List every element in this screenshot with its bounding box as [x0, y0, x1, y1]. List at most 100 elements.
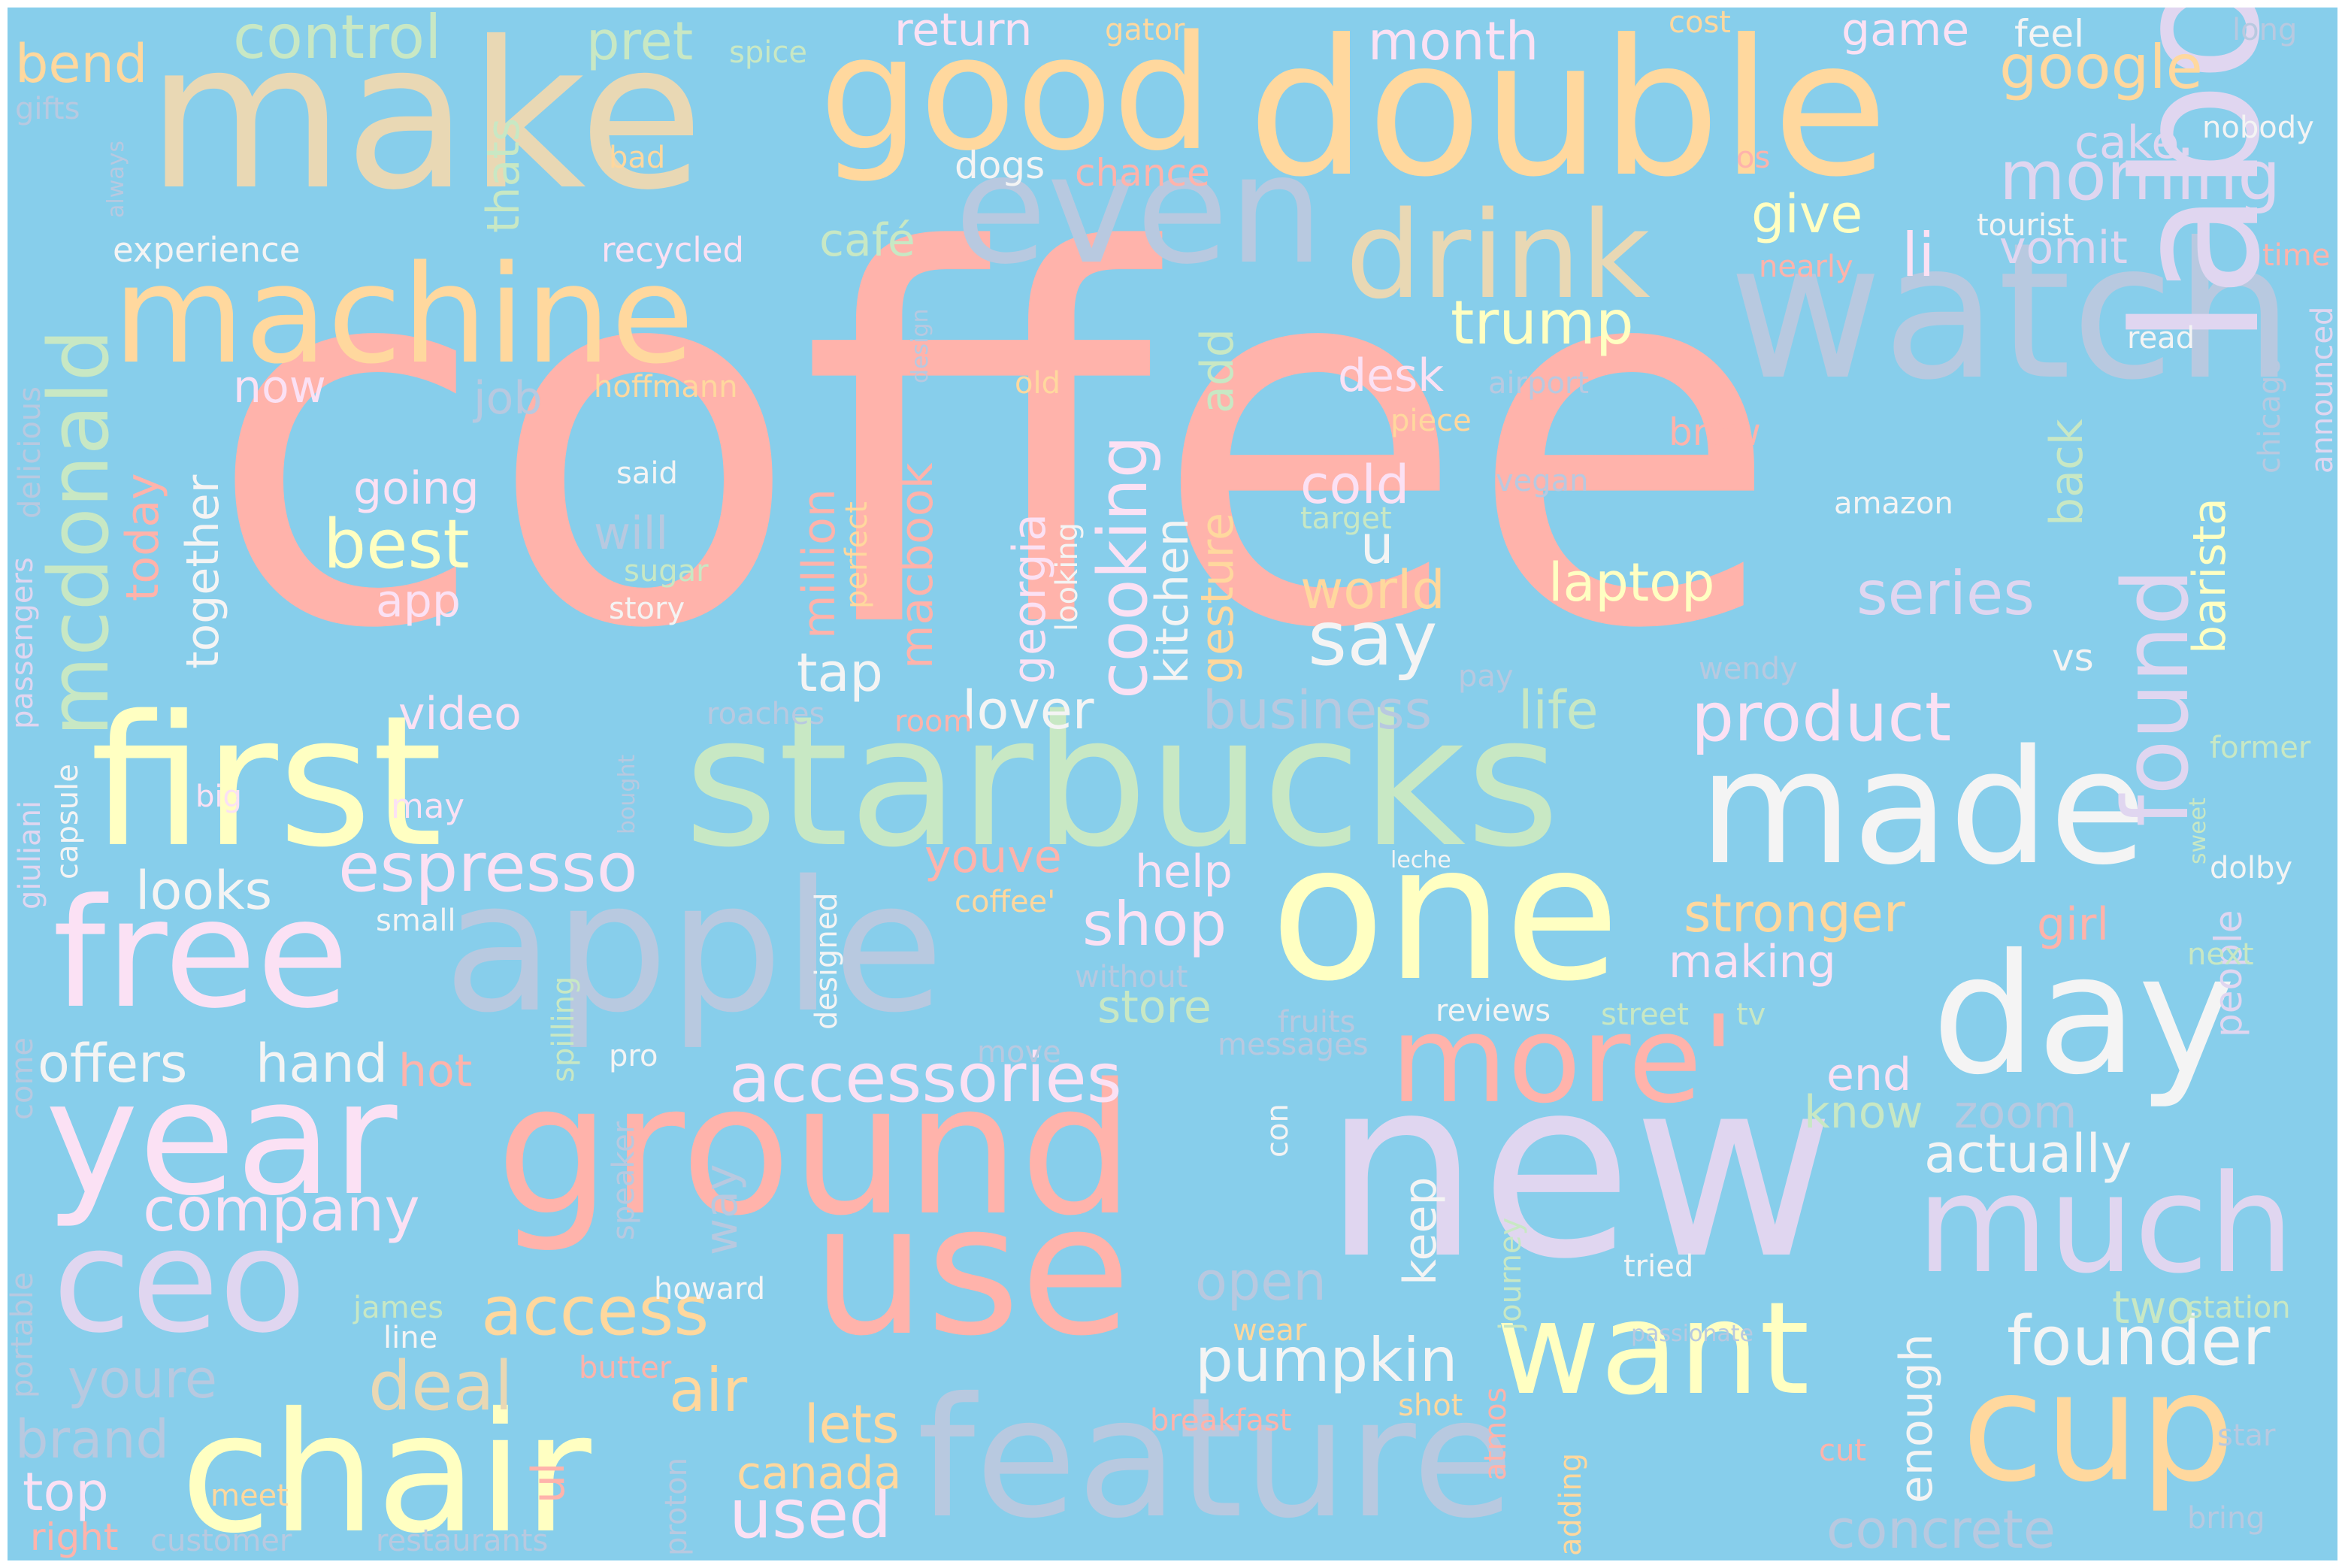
word-chance: chance: [1075, 151, 1210, 195]
word-cafe: café: [819, 214, 915, 267]
word-first: first: [90, 677, 443, 887]
word-feature: feature: [917, 1362, 1514, 1554]
word-tried: tried: [1623, 1249, 1694, 1284]
word-drink: drink: [1345, 185, 1651, 325]
word-store: store: [1097, 981, 1212, 1034]
word-made: made: [1699, 716, 2147, 900]
word-coffee-apos: coffee': [955, 885, 1056, 919]
word-design: design: [907, 308, 933, 383]
word-offers: offers: [38, 1033, 188, 1094]
word-lets: lets: [804, 1394, 900, 1455]
word-roaches: roaches: [707, 697, 825, 731]
word-girl: girl: [2037, 898, 2110, 951]
word-much: much: [1917, 1146, 2295, 1303]
word-starbucks: starbucks: [684, 677, 1560, 887]
word-series: series: [1856, 558, 2035, 628]
word-actually: actually: [1924, 1123, 2132, 1185]
word-bought: bought: [614, 754, 640, 834]
word-proton: proton: [659, 1458, 694, 1556]
word-james: james: [353, 1291, 444, 1325]
word-meet: meet: [210, 1479, 289, 1513]
word-coffee: coffee: [207, 146, 1782, 740]
word-job: job: [474, 372, 543, 425]
word-founder: founder: [2007, 1302, 2271, 1381]
word-say: say: [1308, 595, 1438, 683]
word-top: top: [23, 1461, 109, 1523]
word-barista: barista: [2183, 498, 2236, 654]
word-million: million: [793, 489, 846, 639]
word-back: back: [2041, 419, 2093, 526]
word-will: will: [594, 507, 669, 560]
word-sweet: sweet: [2185, 798, 2211, 864]
word-way: way: [695, 1164, 748, 1255]
word-cloud: coffee make double good watch even machi…: [8, 8, 2337, 1560]
word-business: business: [1203, 680, 1433, 741]
word-make: make: [147, 8, 704, 235]
word-youre: youre: [68, 1349, 217, 1410]
word-capsule: capsule: [50, 764, 85, 879]
word-life: life: [1518, 680, 1599, 741]
word-ground: ground: [496, 1045, 1135, 1255]
word-ul: ul: [522, 1462, 575, 1503]
word-machine: machine: [113, 237, 694, 394]
word-google: google: [1999, 32, 2203, 102]
word-world: world: [1300, 559, 1445, 621]
word-accessories: accessories: [729, 1039, 1122, 1118]
word-nobody: nobody: [2202, 110, 2314, 145]
word-open: open: [1195, 1251, 1327, 1312]
word-cake: cake: [2074, 117, 2180, 169]
word-customer: customer: [150, 1524, 292, 1558]
word-company: company: [143, 1175, 420, 1245]
word-delicious: delicious: [13, 386, 47, 519]
word-desk: desk: [1338, 350, 1445, 402]
word-li: li: [1902, 220, 1935, 290]
word-even: even: [955, 123, 1324, 298]
word-former: former: [2210, 731, 2311, 765]
word-deal: deal: [368, 1347, 513, 1426]
word-app: app: [376, 575, 461, 628]
word-os: os: [1736, 141, 1771, 175]
word-breakfast: breakfast: [1150, 1403, 1292, 1438]
word-bend: bend: [15, 33, 148, 95]
word-control: control: [233, 8, 442, 72]
word-help: help: [1135, 846, 1233, 898]
word-thats: thats: [477, 117, 530, 233]
word-big: big: [195, 779, 242, 814]
word-spilling: spilling: [546, 976, 581, 1082]
word-butter: butter: [579, 1351, 672, 1385]
word-wear: wear: [1233, 1313, 1307, 1348]
word-piece: piece: [1390, 404, 1472, 438]
word-year: year: [45, 1046, 398, 1230]
word-line: line: [383, 1321, 438, 1355]
word-cut: cut: [1819, 1433, 1867, 1468]
word-making: making: [1669, 936, 1836, 988]
word-leche: leche: [1390, 847, 1451, 873]
word-macbook: macbook: [891, 462, 943, 669]
word-hot: hot: [398, 1045, 473, 1097]
word-chicago: chicago: [2253, 357, 2287, 474]
word-journey: journey: [1493, 1217, 1528, 1330]
word-double: double: [1248, 8, 1889, 218]
word-used: used: [729, 1475, 892, 1554]
word-vomit: vomit: [1999, 222, 2128, 274]
word-georgia: georgia: [1003, 513, 1056, 684]
word-pro: pro: [609, 1039, 658, 1073]
word-giuliani: giuliani: [13, 800, 47, 910]
word-pumpkin: pumpkin: [1195, 1325, 1458, 1395]
word-restaurants: restaurants: [376, 1524, 549, 1558]
word-stronger: stronger: [1684, 882, 1905, 944]
word-use: use: [812, 1165, 1131, 1376]
word-amazon: amazon: [1834, 486, 1953, 521]
word-target: target: [1300, 501, 1392, 536]
word-together: together: [177, 474, 229, 669]
word-adding: adding: [1554, 1452, 1588, 1556]
word-mcdonald: mcdonald: [31, 328, 127, 737]
word-gesture: gesture: [1191, 512, 1244, 684]
word-vs: vs: [2052, 636, 2094, 680]
word-good: good: [819, 8, 1213, 186]
word-bad: bad: [609, 141, 666, 175]
word-watch: watch: [1729, 202, 2294, 421]
word-said: said: [616, 456, 678, 491]
word-tourist: tourist: [1977, 208, 2074, 243]
word-reviews: reviews: [1436, 994, 1551, 1028]
